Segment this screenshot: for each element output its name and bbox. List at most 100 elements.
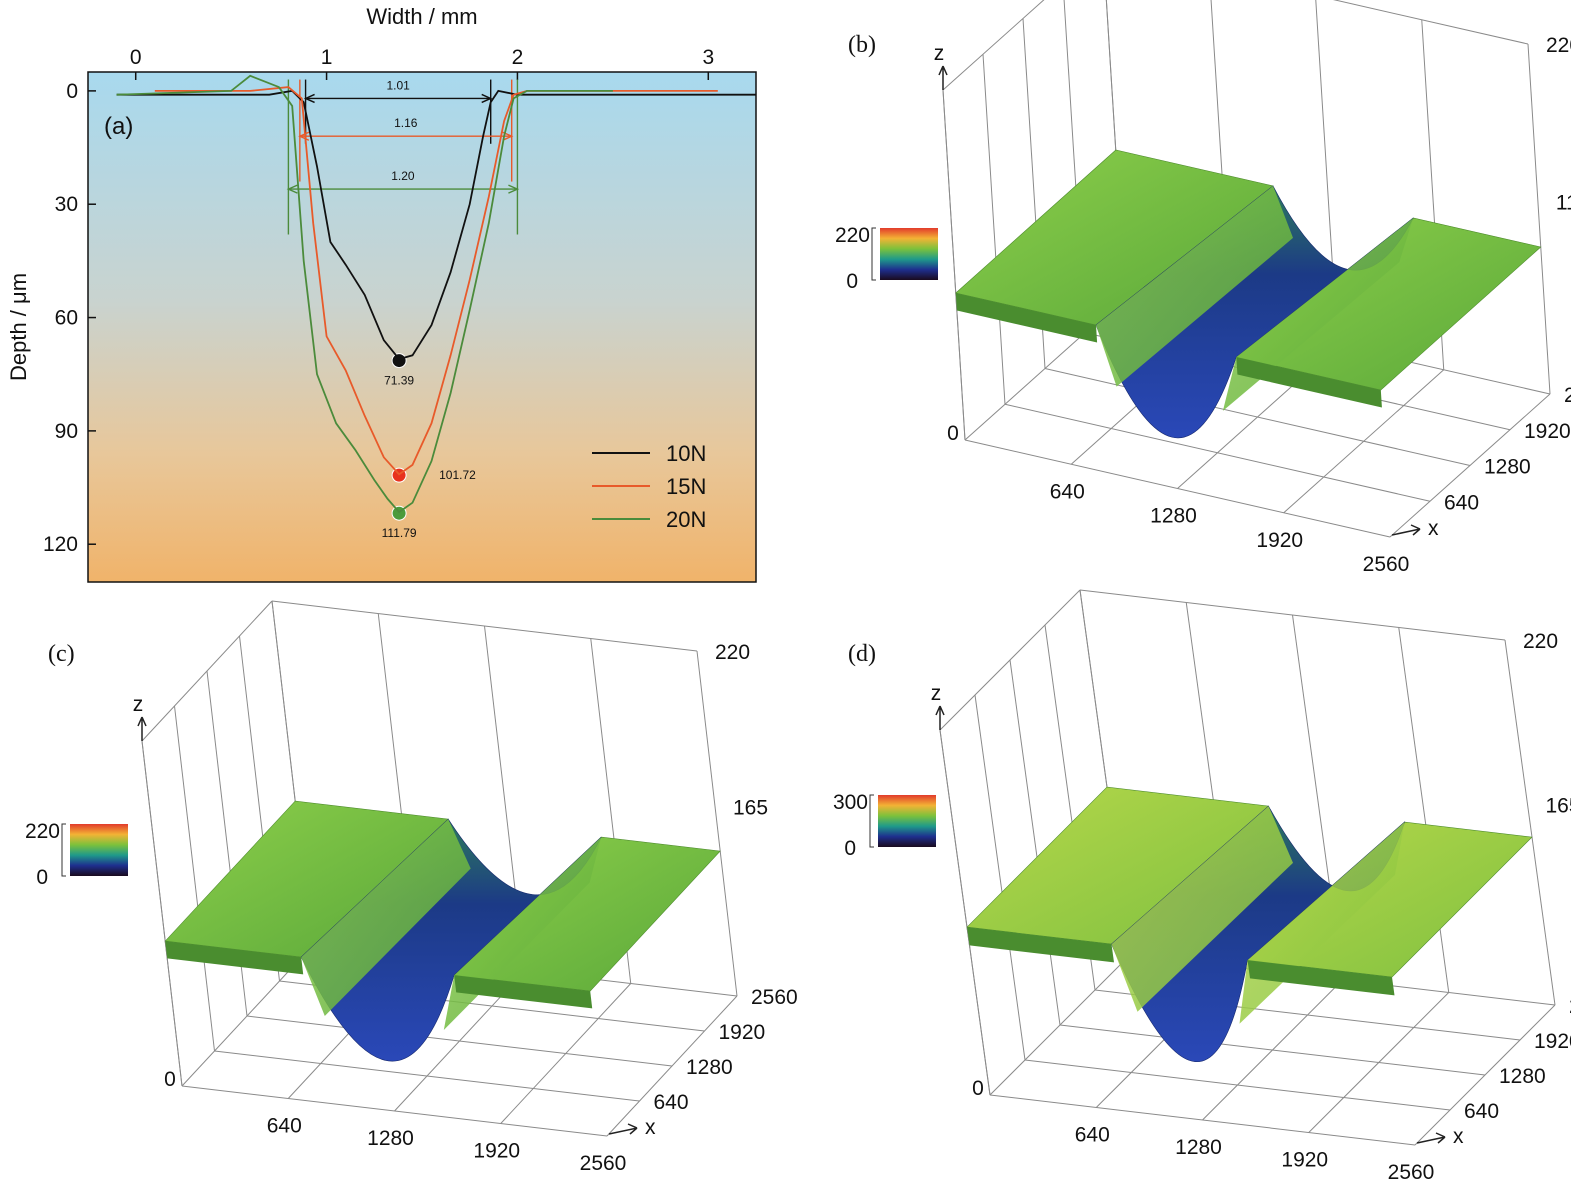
grid-line <box>696 650 738 997</box>
z-axis-letter: z <box>934 42 945 65</box>
x-tick-label: 2560 <box>1363 553 1410 576</box>
grid-line <box>1079 589 1506 641</box>
colorbar-max-label: 220 <box>25 820 60 843</box>
colorbar-bracket <box>869 794 874 848</box>
legend: 10N 15N 20N <box>592 441 706 532</box>
grid-line <box>1308 992 1450 1133</box>
series-line-20N <box>116 74 613 514</box>
x-tick-label: 2560 <box>580 1152 627 1175</box>
colorbar: 220 0 <box>835 224 938 293</box>
grid-line <box>1332 0 1529 45</box>
z-axis-letter: z <box>133 693 144 716</box>
y-tick-label: 2560 <box>1569 995 1571 1018</box>
grid-line <box>1414 1004 1556 1146</box>
colorbar-min-label: 0 <box>844 837 856 860</box>
panel-label: (c) <box>48 641 75 667</box>
grid-line <box>1527 43 1551 395</box>
y-tick-label: 2560 <box>1564 384 1571 407</box>
grid-line <box>939 729 991 1096</box>
grid-line <box>1389 393 1551 538</box>
y-tick-label: 120 <box>43 533 78 556</box>
z-axis-arrow <box>938 65 948 90</box>
x-tick-label: 640 <box>1050 480 1085 503</box>
panel-c-surface: 0 640 1280 1920 2560 640 1280 1920 2560 220 165 x z 2… <box>25 600 798 1175</box>
depth-label: 71.39 <box>384 374 414 388</box>
x-axis-label: Width / mm <box>366 4 477 29</box>
x-axis-arrow <box>1416 1132 1446 1144</box>
colorbar-max-label: 220 <box>835 224 870 247</box>
axis-ticks <box>88 72 710 545</box>
grid-line <box>141 600 273 742</box>
x-tick-label: 1920 <box>1256 529 1303 552</box>
panel-d-surface: 0640128019202560640128019202560220165xz3… <box>833 589 1571 1184</box>
grid-line <box>271 600 698 652</box>
x-axis-letter: x <box>1428 517 1439 540</box>
y-tick-label: 1920 <box>1524 420 1571 443</box>
x-tick-label: 640 <box>1075 1124 1110 1147</box>
surface-edge <box>967 927 1114 963</box>
z-tick-label: 165 <box>1546 794 1571 817</box>
colorbar: 300 0 <box>833 791 936 860</box>
colorbar-min-label: 0 <box>846 270 858 293</box>
z-tick-label: 165 <box>733 796 768 819</box>
y-tick-label: 640 <box>654 1091 689 1114</box>
surface-edge <box>165 941 304 975</box>
grid-line <box>141 740 183 1087</box>
y-tick-label: 0 <box>66 80 78 103</box>
y-tick-label: 640 <box>1444 491 1479 514</box>
legend-label: 20N <box>666 507 706 532</box>
grid-line <box>500 983 632 1124</box>
surface-edge <box>1236 357 1382 408</box>
colorbar-min-label: 0 <box>36 866 48 889</box>
x-axis-arrow <box>1391 524 1421 536</box>
panel-b-surface: 0640128019202560640128019202560220110xz2… <box>835 0 1571 576</box>
y-tick-label: 1280 <box>1499 1065 1546 1088</box>
trench-wall-left <box>1096 185 1293 387</box>
colorbar-gradient <box>70 824 128 876</box>
x-tick-label: 0 <box>164 1068 176 1091</box>
trench-wall-left <box>301 819 471 1016</box>
plot-area <box>87 71 757 583</box>
width-label: 1.01 <box>386 78 410 92</box>
series-line-15N <box>154 86 718 476</box>
z-tick-label: 110 <box>1556 192 1571 215</box>
colorbar-max-label: 300 <box>833 791 868 814</box>
grid-line <box>1059 1024 1486 1076</box>
y-tick-label: 1280 <box>1484 456 1531 479</box>
y-tick-label: 640 <box>1464 1100 1499 1123</box>
grid-line <box>942 89 966 441</box>
depth-label: 101.72 <box>439 468 476 482</box>
x-axis-arrow <box>608 1123 638 1135</box>
legend-label: 10N <box>666 441 706 466</box>
series-lines <box>116 74 756 514</box>
trench-wall-right <box>1222 217 1414 411</box>
x-tick-label: 640 <box>267 1115 302 1138</box>
depth-label: 111.79 <box>382 526 417 540</box>
grid-line <box>1044 368 1471 466</box>
colorbar-gradient <box>880 228 938 280</box>
grid-line <box>942 0 1045 91</box>
grid-line <box>982 54 1006 405</box>
y-tick-label: 1920 <box>719 1021 766 1044</box>
legend-label: 15N <box>666 474 706 499</box>
y-tick-label: 90 <box>55 420 78 443</box>
grid-line <box>1009 659 1061 1026</box>
x-tick-label: 0 <box>130 46 142 69</box>
z-tick-label: 220 <box>715 641 750 664</box>
trench-wall-left <box>1111 806 1293 1012</box>
y-axis-label: Depth / μm <box>6 273 31 381</box>
colorbar-bracket <box>61 823 66 877</box>
z-tick-label: 220 <box>1523 630 1558 653</box>
tick-labels: 0640128019202560640128019202560220110 <box>947 34 1571 576</box>
z-axis-arrow <box>137 716 147 741</box>
min-depth-marker <box>391 353 407 369</box>
width-label: 1.16 <box>394 116 418 130</box>
grid-line <box>939 589 1081 731</box>
x-tick-label: 1920 <box>1281 1149 1328 1172</box>
colorbar-bracket <box>871 227 876 281</box>
x-axis-letter: x <box>645 1116 656 1139</box>
